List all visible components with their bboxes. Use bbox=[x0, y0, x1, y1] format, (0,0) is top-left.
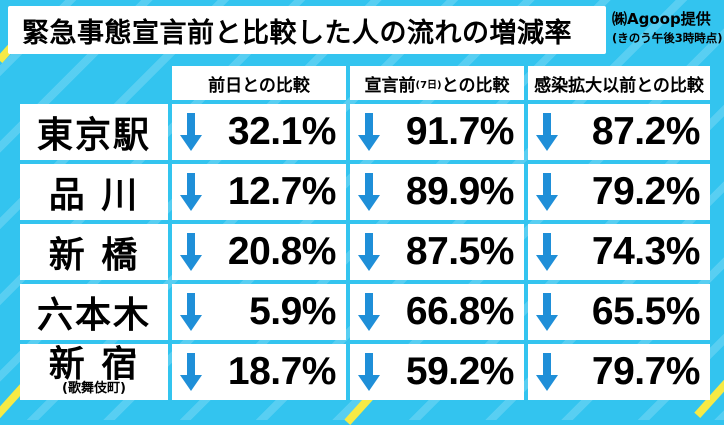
down-arrow-icon bbox=[180, 353, 202, 391]
station-cell: 品 川 bbox=[20, 164, 168, 220]
header-label: 感染拡大以前との比較 bbox=[534, 75, 704, 96]
station-cell: 東京駅 bbox=[20, 104, 168, 160]
table-row: 品 川 12.7% 89.9% 79.2% bbox=[20, 164, 710, 220]
percent-value: 5.9% bbox=[249, 290, 336, 333]
table-row: 東京駅 32.1% 91.7% 87.2% bbox=[20, 104, 710, 160]
station-cell: 新 宿 (歌舞伎町) bbox=[20, 344, 168, 400]
comparison-table: 前日との比較 宣言前 (7日) との比較 感染拡大以前との比較 東京駅 32.1% 91… bbox=[20, 66, 710, 416]
percent-value: 20.8% bbox=[227, 230, 337, 273]
header-small-label: (7日) bbox=[415, 79, 442, 91]
value-cell: 87.2% bbox=[528, 104, 710, 160]
source-time-note: (きのう午後3時時点) bbox=[612, 31, 723, 45]
source-credit: ㈱Agoop提供 (きのう午後3時時点) bbox=[612, 8, 724, 46]
value-cell: 66.8% bbox=[350, 284, 524, 340]
station-name: 新 宿 bbox=[48, 344, 140, 385]
percent-value: 18.7% bbox=[227, 350, 337, 393]
value-cell: 79.7% bbox=[528, 344, 710, 400]
value-cell: 5.9% bbox=[172, 284, 346, 340]
down-arrow-icon bbox=[536, 113, 558, 151]
title-box: 緊急事態宣言前と比較した人の流れの増減率 bbox=[8, 6, 606, 54]
header-cell-col3: 感染拡大以前との比較 bbox=[528, 66, 710, 100]
table-header-row: 前日との比較 宣言前 (7日) との比較 感染拡大以前との比較 bbox=[20, 66, 710, 100]
percent-value: 66.8% bbox=[405, 290, 515, 333]
value-cell: 89.9% bbox=[350, 164, 524, 220]
value-cell: 74.3% bbox=[528, 224, 710, 280]
value-cell: 18.7% bbox=[172, 344, 346, 400]
percent-value: 89.9% bbox=[405, 170, 515, 213]
value-cell: 20.8% bbox=[172, 224, 346, 280]
station-cell: 六本木 bbox=[20, 284, 168, 340]
down-arrow-icon bbox=[536, 353, 558, 391]
header-label: 前日との比較 bbox=[208, 75, 310, 96]
page-title: 緊急事態宣言前と比較した人の流れの増減率 bbox=[22, 17, 572, 49]
value-cell: 79.2% bbox=[528, 164, 710, 220]
value-cell: 32.1% bbox=[172, 104, 346, 160]
percent-value: 65.5% bbox=[591, 290, 701, 333]
station-cell: 新 橋 bbox=[20, 224, 168, 280]
percent-value: 32.1% bbox=[227, 110, 337, 153]
station-name: 東京駅 bbox=[36, 115, 151, 156]
down-arrow-icon bbox=[180, 293, 202, 331]
down-arrow-icon bbox=[180, 233, 202, 271]
down-arrow-icon bbox=[358, 233, 380, 271]
percent-value: 91.7% bbox=[405, 110, 515, 153]
value-cell: 59.2% bbox=[350, 344, 524, 400]
value-cell: 65.5% bbox=[528, 284, 710, 340]
down-arrow-icon bbox=[536, 173, 558, 211]
percent-value: 79.2% bbox=[591, 170, 701, 213]
down-arrow-icon bbox=[536, 293, 558, 331]
header-cell-col1: 前日との比較 bbox=[172, 66, 346, 100]
table-row: 六本木 5.9% 66.8% 65.5% bbox=[20, 284, 710, 340]
table-row: 新 橋 20.8% 87.5% 74.3% bbox=[20, 224, 710, 280]
station-name: 品 川 bbox=[48, 175, 140, 216]
header-label: 宣言前 bbox=[364, 75, 416, 96]
header-cell-col2: 宣言前 (7日) との比較 bbox=[350, 66, 524, 100]
down-arrow-icon bbox=[358, 113, 380, 151]
header-label: との比較 bbox=[441, 75, 510, 96]
down-arrow-icon bbox=[536, 233, 558, 271]
value-cell: 12.7% bbox=[172, 164, 346, 220]
station-name: 六本木 bbox=[36, 295, 151, 336]
percent-value: 87.2% bbox=[591, 110, 701, 153]
table-row: 新 宿 (歌舞伎町) 18.7% 59.2% 79.7% bbox=[20, 344, 710, 400]
percent-value: 87.5% bbox=[405, 230, 515, 273]
down-arrow-icon bbox=[180, 173, 202, 211]
percent-value: 79.7% bbox=[591, 350, 701, 393]
station-name: 新 橋 bbox=[48, 235, 140, 276]
station-subname: (歌舞伎町) bbox=[62, 381, 126, 396]
source-provider: ㈱Agoop提供 bbox=[612, 10, 711, 28]
value-cell: 87.5% bbox=[350, 224, 524, 280]
down-arrow-icon bbox=[358, 293, 380, 331]
percent-value: 74.3% bbox=[591, 230, 701, 273]
down-arrow-icon bbox=[358, 173, 380, 211]
value-cell: 91.7% bbox=[350, 104, 524, 160]
down-arrow-icon bbox=[180, 113, 202, 151]
percent-value: 59.2% bbox=[405, 350, 515, 393]
percent-value: 12.7% bbox=[227, 170, 337, 213]
down-arrow-icon bbox=[358, 353, 380, 391]
